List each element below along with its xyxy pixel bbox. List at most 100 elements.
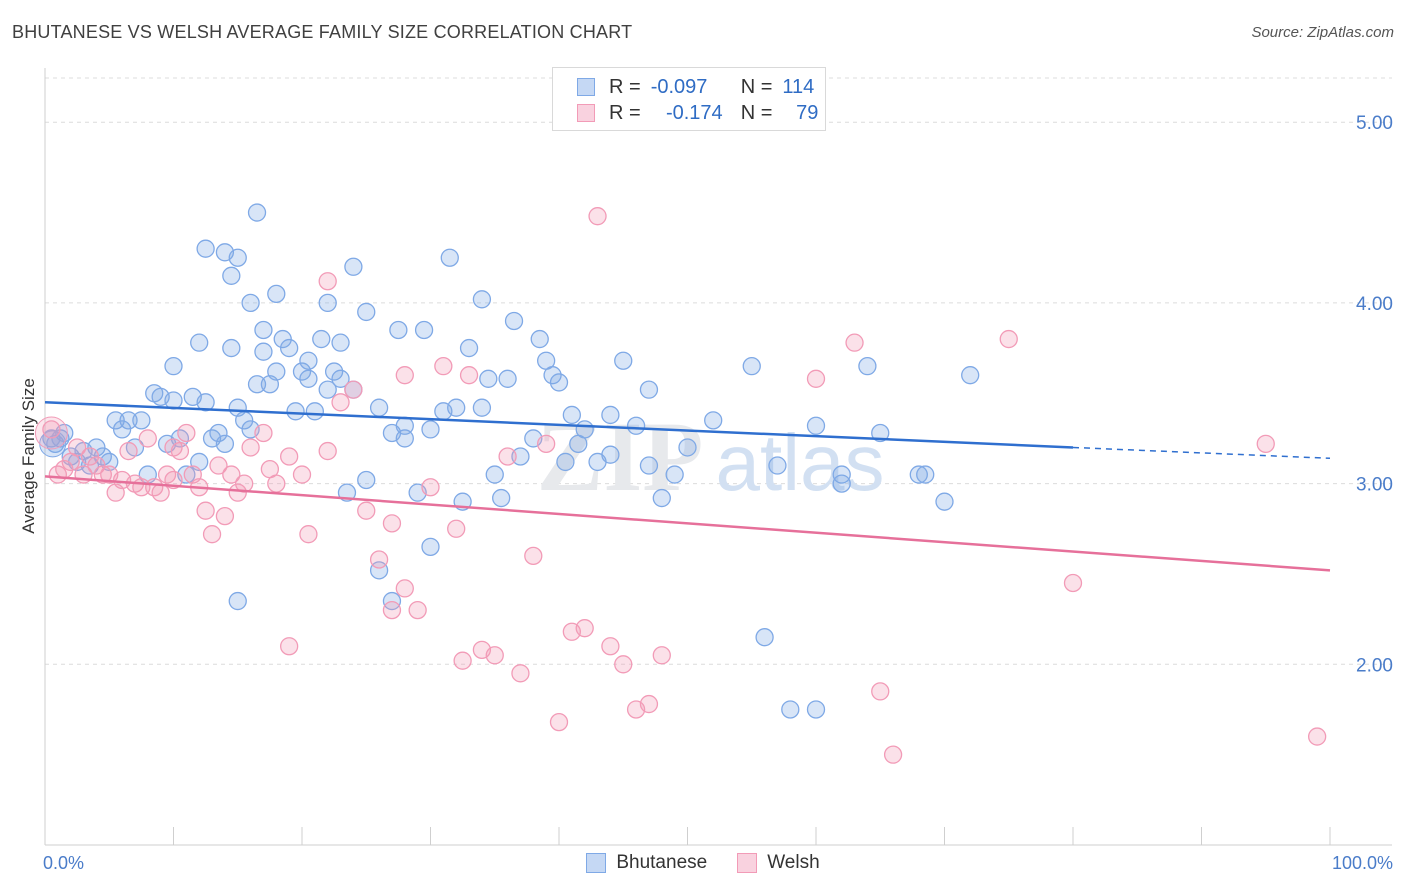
bhutanese-point-97	[299, 351, 318, 370]
bhutanese-point-107	[190, 333, 209, 352]
trend-lines	[44, 401, 1331, 572]
welsh-point-45	[408, 600, 427, 620]
bhutanese-point-112	[601, 445, 620, 464]
n-label: N =	[740, 75, 773, 98]
bhutanese-point-44	[318, 380, 337, 399]
welsh-point-41	[357, 501, 376, 520]
bhutanese-point-105	[504, 311, 524, 331]
series-bhutanese	[39, 203, 980, 719]
welsh-point-51	[485, 646, 504, 665]
welsh-point-44	[395, 579, 414, 598]
legend-item-bhutanese[interactable]: Bhutanese	[586, 852, 707, 874]
bhutanese-point-116	[806, 700, 826, 719]
tick-labels: 2.00 3.00 4.00 5.00 0.0% 100.0%	[43, 113, 1393, 873]
r-value: -0.097	[650, 75, 708, 98]
bhutanese-trend-extension	[1072, 446, 1331, 460]
welsh-point-58	[575, 619, 594, 638]
bhutanese-point-45	[324, 362, 344, 381]
bhutanese-point-42	[305, 402, 325, 421]
bhutanese-point-102	[395, 429, 414, 448]
welsh-point-32	[254, 423, 273, 443]
bhutanese-point-41	[299, 369, 318, 388]
bhutanese-point-25	[196, 393, 215, 412]
legend-item-welsh[interactable]: Welsh	[737, 852, 820, 874]
bhutanese-point-104	[472, 290, 492, 309]
welsh-point-72	[1308, 727, 1327, 746]
welsh-point-61	[614, 655, 633, 674]
bhutanese-point-28	[215, 434, 235, 454]
chart-title: BHUTANESE VS WELSH AVERAGE FAMILY SIZE C…	[12, 22, 633, 42]
bhutanese-point-120	[935, 492, 954, 511]
welsh-point-56	[549, 712, 569, 732]
welsh-point-20	[170, 441, 190, 461]
bhutanese-point-72	[556, 452, 575, 472]
bhutanese-legend-swatch	[586, 853, 607, 873]
axes	[44, 68, 1392, 846]
bhutanese-point-27	[209, 423, 228, 443]
welsh-point-68	[883, 745, 903, 764]
welsh-point-46	[421, 478, 440, 497]
bhutanese-point-36	[267, 362, 286, 381]
series-welsh	[34, 207, 1327, 764]
welsh-point-large	[34, 416, 68, 450]
bhutanese-point-119	[909, 465, 928, 484]
bhutanese-point-86	[768, 456, 787, 475]
bhutanese-point-122	[916, 465, 935, 484]
bhutanese-point-90	[196, 239, 215, 258]
r-label: R =	[609, 75, 641, 98]
bhutanese-point-89	[871, 423, 890, 443]
bhutanese-point-8	[87, 438, 106, 457]
y-tick-label-1: 3.00	[1356, 475, 1393, 496]
bhutanese-point-118	[858, 357, 877, 376]
y-tick-label-2: 4.00	[1356, 294, 1393, 315]
bhutanese-point-12	[112, 420, 132, 439]
bhutanese-swatch	[577, 78, 595, 96]
welsh-point-24	[196, 501, 215, 520]
welsh-point-43	[382, 514, 402, 533]
bhutanese-point-92	[222, 266, 241, 285]
x-tick-label-0: 0.0%	[43, 853, 84, 873]
bhutanese-point-114	[755, 628, 774, 647]
welsh-point-48	[447, 519, 466, 538]
welsh-point-66	[845, 333, 864, 352]
bhutanese-point-37	[273, 329, 292, 349]
stats-legend: R = -0.097 N = 114 R = -0.174 N = 79	[552, 67, 826, 131]
bhutanese-point-64	[492, 488, 511, 508]
gridlines	[45, 77, 1392, 665]
welsh-point-26	[209, 456, 228, 475]
welsh-point-67	[871, 682, 890, 701]
r-label: R =	[609, 101, 641, 124]
welsh-point-55	[537, 434, 556, 454]
bhutanese-point-55	[414, 320, 434, 340]
n-value: 114	[782, 75, 815, 98]
welsh-point-70	[1063, 573, 1083, 593]
bhutanese-point-13	[119, 411, 138, 430]
bhutanese-point-70	[543, 366, 562, 385]
bhutanese-point-83	[678, 438, 697, 457]
bhutanese-point-29	[222, 338, 241, 358]
bhutanese-point-73	[562, 405, 581, 425]
bhutanese-point-80	[639, 456, 659, 475]
bhutanese-point-11	[106, 411, 125, 430]
bhutanese-point-94	[241, 293, 260, 313]
welsh-point-75	[453, 651, 472, 670]
bhutanese-point-61	[472, 398, 492, 417]
r-value: -0.174	[665, 101, 723, 124]
welsh-point-69	[999, 329, 1018, 349]
welsh-point-42	[369, 550, 389, 569]
welsh-point-15	[138, 429, 157, 448]
bhutanese-point-117	[832, 474, 851, 493]
welsh-point-65	[806, 369, 826, 388]
bhutanese-point-38	[279, 338, 299, 358]
series-legend: Bhutanese Welsh	[0, 852, 1406, 874]
y-tick-label-3: 5.00	[1356, 113, 1393, 134]
bhutanese-point-75	[575, 420, 594, 439]
bhutanese-point-60	[459, 338, 479, 358]
bhutanese-point-46	[331, 369, 350, 388]
n-value: 79	[796, 101, 819, 124]
welsh-point-25	[202, 525, 222, 544]
welsh-point-63	[639, 694, 659, 714]
welsh-point-0	[42, 420, 61, 439]
bhutanese-point-56	[421, 420, 440, 439]
